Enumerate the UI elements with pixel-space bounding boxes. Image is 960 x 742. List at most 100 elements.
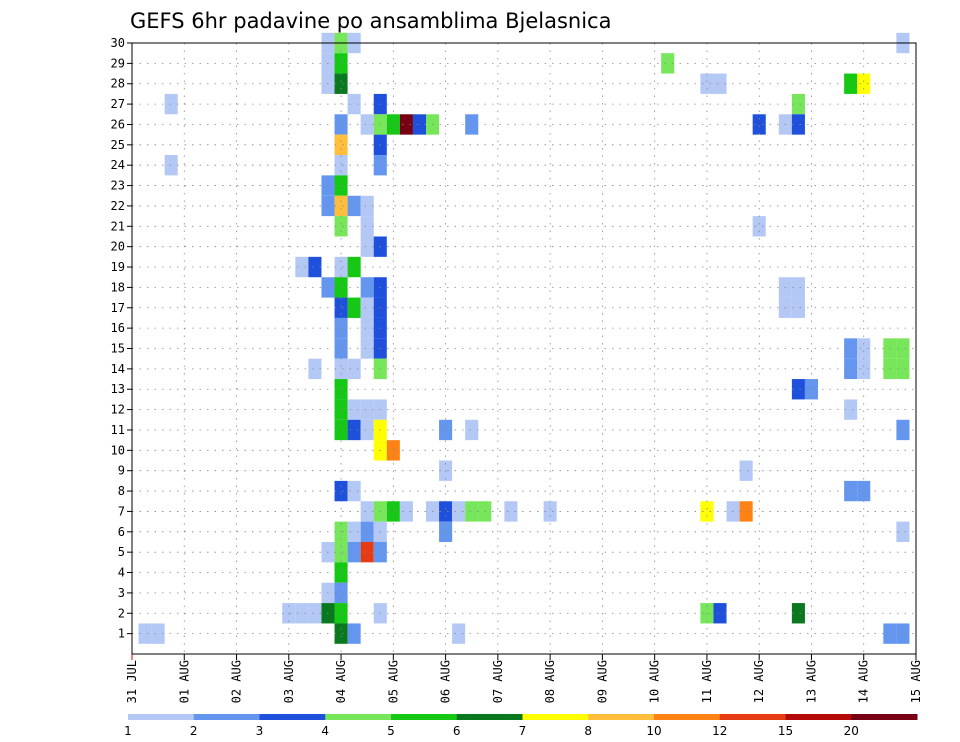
y-tick-label: 23 <box>111 179 125 193</box>
colorbar-swatch <box>193 714 260 720</box>
heatmap-cell <box>543 501 557 522</box>
heatmap-cell <box>347 419 361 441</box>
y-tick-label: 20 <box>111 240 125 254</box>
colorbar-swatch <box>259 714 326 720</box>
heatmap-cell <box>857 480 871 502</box>
y-tick-label: 16 <box>111 321 125 335</box>
heatmap-cell <box>360 501 374 522</box>
y-tick-label: 7 <box>118 504 125 518</box>
heatmap-cell <box>791 379 805 400</box>
heatmap-cell <box>661 53 675 74</box>
heatmap-cell <box>465 501 479 522</box>
heatmap-cell <box>752 114 766 135</box>
heatmap-cell <box>360 541 374 563</box>
colorbar-swatch <box>785 714 852 720</box>
y-tick-label: 1 <box>118 627 125 641</box>
y-axis: 1234567891011121314151617181920212223242… <box>111 36 132 641</box>
heatmap-cell <box>334 53 348 74</box>
y-tick-label: 13 <box>111 382 125 396</box>
heatmap-cell <box>347 93 361 115</box>
colorbar-swatch <box>719 714 786 720</box>
colorbar-label: 5 <box>387 724 395 738</box>
colorbar-label: 8 <box>584 724 592 738</box>
y-tick-label: 10 <box>111 443 125 457</box>
heatmap-cell <box>360 399 374 420</box>
heatmap-cell <box>334 541 348 563</box>
heatmap-cell <box>360 297 374 318</box>
heatmap-cell <box>896 521 910 542</box>
colorbar-swatch <box>391 714 458 720</box>
heatmap-cell <box>844 358 858 380</box>
heatmap-cell <box>386 440 400 461</box>
y-tick-label: 5 <box>118 545 125 559</box>
heatmap-cell <box>791 93 805 115</box>
y-tick-label: 29 <box>111 56 125 70</box>
heatmap-cell <box>334 358 348 380</box>
y-tick-label: 15 <box>111 342 125 356</box>
heatmap-cell <box>347 195 361 217</box>
y-tick-label: 3 <box>118 586 125 600</box>
colorbar-label: 15 <box>778 724 793 738</box>
y-tick-label: 21 <box>111 219 125 233</box>
colorbar-swatch <box>588 714 655 720</box>
y-tick-label: 28 <box>111 77 125 91</box>
heatmap-cell <box>334 399 348 420</box>
x-tick-label: 01 AUG <box>177 660 191 703</box>
x-tick-label: 13 AUG <box>804 660 818 703</box>
heatmap-cell <box>504 501 518 522</box>
heatmap-cell <box>739 501 753 522</box>
heatmap-cell <box>360 521 374 542</box>
heatmap-cell <box>713 603 727 624</box>
heatmap-cell <box>465 114 479 135</box>
colorbar-label: 20 <box>844 724 859 738</box>
y-tick-label: 9 <box>118 464 125 478</box>
heatmap-cell <box>151 623 165 644</box>
y-tick-label: 6 <box>118 525 125 539</box>
heatmap-cell <box>295 603 309 624</box>
heatmap-cell <box>713 73 727 94</box>
heatmap-cell <box>857 338 871 359</box>
heatmap-cell <box>360 419 374 441</box>
chart-title: GEFS 6hr padavine po ansamblima Bjelasni… <box>130 9 611 33</box>
colorbar-label: 3 <box>256 724 264 738</box>
x-tick-label: 11 AUG <box>700 660 714 703</box>
heatmap-cell <box>896 419 910 441</box>
colorbar-label: 2 <box>190 724 198 738</box>
heatmap-cell <box>334 297 348 318</box>
x-tick-label: 15 AUG <box>909 660 923 703</box>
heatmap-cell <box>791 114 805 135</box>
heatmap-cell <box>844 338 858 359</box>
heatmap-cell <box>334 195 348 217</box>
heatmap-cell <box>439 501 453 522</box>
colorbar-swatch <box>456 714 523 720</box>
y-tick-label: 18 <box>111 280 125 294</box>
heatmap-cell <box>334 114 348 135</box>
x-tick-label: 04 AUG <box>334 660 348 703</box>
y-tick-label: 22 <box>111 199 125 213</box>
heatmap-cell <box>347 541 361 563</box>
heatmap-cell <box>439 419 453 441</box>
heatmap-cells <box>138 32 910 644</box>
heatmap-cell <box>347 256 361 278</box>
y-tick-label: 24 <box>111 158 125 172</box>
heatmap-cell <box>308 358 322 380</box>
y-tick-label: 30 <box>111 36 125 50</box>
heatmap-cell <box>334 216 348 237</box>
heatmap-cell <box>347 297 361 318</box>
heatmap-cell <box>360 195 374 217</box>
heatmap-cell <box>360 317 374 339</box>
x-tick-label: 03 AUG <box>282 660 296 703</box>
colorbar-swatch <box>522 714 589 720</box>
heatmap-cell <box>138 623 152 644</box>
heatmap-cell <box>334 480 348 502</box>
heatmap-cell <box>844 480 858 502</box>
x-tick-label: 09 AUG <box>595 660 609 703</box>
y-tick-label: 8 <box>118 484 125 498</box>
heatmap-cell <box>791 603 805 624</box>
heatmap-cell <box>347 480 361 502</box>
heatmap-cell <box>334 155 348 176</box>
heatmap-cell <box>399 114 413 135</box>
heatmap-cell <box>465 419 479 441</box>
heatmap-cell <box>386 501 400 522</box>
